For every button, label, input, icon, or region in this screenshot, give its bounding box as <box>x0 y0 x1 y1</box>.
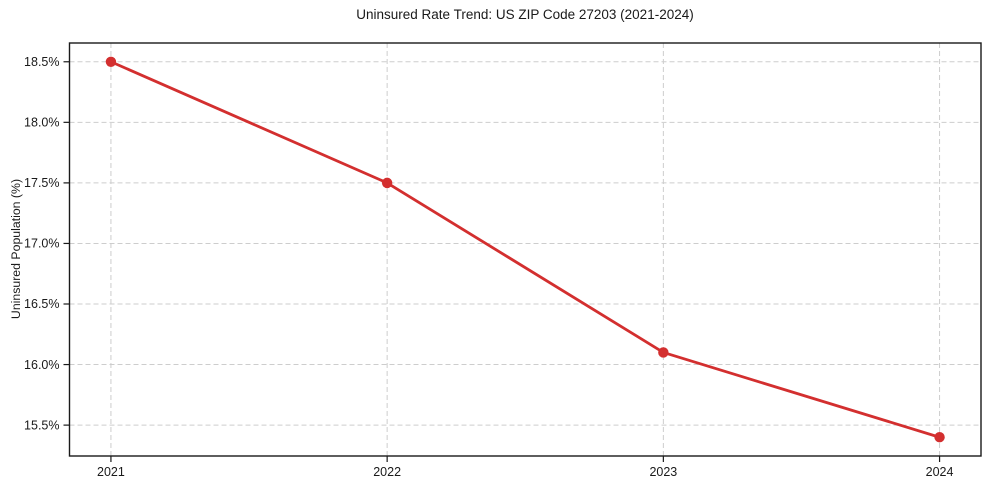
y-tick-label: 18.5% <box>24 55 59 69</box>
y-tick-label: 17.0% <box>24 237 59 251</box>
y-tick-label: 16.0% <box>24 358 59 372</box>
chart-title: Uninsured Rate Trend: US ZIP Code 27203 … <box>356 7 694 22</box>
data-point-marker <box>658 347 669 358</box>
plot-border <box>68 42 982 457</box>
x-tick-label: 2021 <box>97 465 125 479</box>
x-tick-label: 2023 <box>649 465 677 479</box>
y-tick-label: 16.5% <box>24 297 59 311</box>
x-tick-label: 2022 <box>373 465 401 479</box>
y-tick-label: 17.5% <box>24 176 59 190</box>
data-point-marker <box>381 177 393 189</box>
data-point-marker <box>105 56 117 67</box>
data-point-marker <box>934 432 945 443</box>
y-tick-label: 15.5% <box>24 418 59 432</box>
trend-line <box>109 60 941 439</box>
x-tick-label: 2024 <box>926 465 954 479</box>
y-tick-label: 18.0% <box>24 116 59 130</box>
